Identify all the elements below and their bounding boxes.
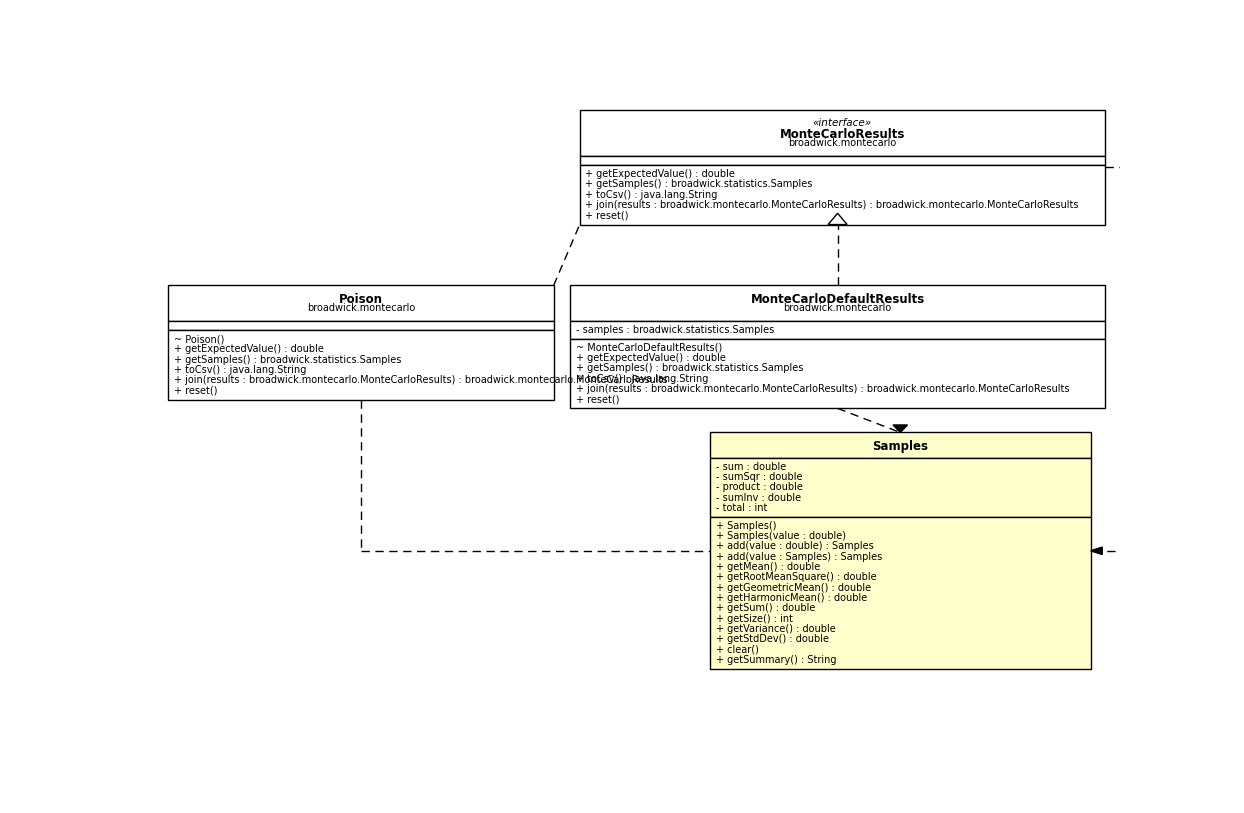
Text: broadwick.montecarlo: broadwick.montecarlo	[789, 138, 897, 148]
Text: + getSize() : int: + getSize() : int	[715, 614, 792, 624]
Polygon shape	[1091, 547, 1102, 554]
Text: + add(value : double) : Samples: + add(value : double) : Samples	[715, 541, 873, 551]
Text: + getRootMeanSquare() : double: + getRootMeanSquare() : double	[715, 572, 876, 582]
Text: + join(results : broadwick.montecarlo.MonteCarloResults) : broadwick.montecarlo.: + join(results : broadwick.montecarlo.Mo…	[576, 384, 1070, 394]
Text: Samples: Samples	[872, 440, 928, 453]
Text: + reset(): + reset()	[576, 394, 620, 404]
Text: + getVariance() : double: + getVariance() : double	[715, 624, 836, 634]
Text: ~ MonteCarloDefaultResults(): ~ MonteCarloDefaultResults()	[576, 342, 722, 353]
Text: + Samples(): + Samples()	[715, 521, 776, 531]
Text: broadwick.montecarlo: broadwick.montecarlo	[784, 303, 892, 313]
Text: + add(value : Samples) : Samples: + add(value : Samples) : Samples	[715, 552, 882, 562]
Text: - sumInv : double: - sumInv : double	[715, 493, 801, 502]
Text: + toCsv() : java.lang.String: + toCsv() : java.lang.String	[586, 189, 718, 200]
Text: + getStdDev() : double: + getStdDev() : double	[715, 634, 829, 645]
Bar	[580, 110, 1105, 156]
Text: + getSum() : double: + getSum() : double	[715, 603, 815, 613]
Bar	[570, 321, 1105, 339]
Text: broadwick.montecarlo: broadwick.montecarlo	[307, 303, 415, 313]
Bar	[570, 339, 1105, 408]
Text: + getExpectedValue() : double: + getExpectedValue() : double	[174, 345, 323, 354]
Bar	[710, 458, 1091, 517]
Bar	[168, 321, 554, 330]
Text: MonteCarloDefaultResults: MonteCarloDefaultResults	[750, 293, 924, 306]
Text: + getSummary() : String: + getSummary() : String	[715, 655, 836, 665]
Text: + getHarmonicMean() : double: + getHarmonicMean() : double	[715, 593, 867, 603]
Text: + getExpectedValue() : double: + getExpectedValue() : double	[576, 353, 725, 363]
Text: Poison: Poison	[338, 293, 383, 306]
Polygon shape	[829, 213, 847, 224]
Bar	[570, 285, 1105, 321]
Text: + getSamples() : broadwick.statistics.Samples: + getSamples() : broadwick.statistics.Sa…	[586, 180, 812, 189]
Text: + join(results : broadwick.montecarlo.MonteCarloResults) : broadwick.montecarlo.: + join(results : broadwick.montecarlo.Mo…	[586, 200, 1079, 210]
Text: - samples : broadwick.statistics.Samples: - samples : broadwick.statistics.Samples	[576, 325, 774, 335]
Text: + getSamples() : broadwick.statistics.Samples: + getSamples() : broadwick.statistics.Sa…	[576, 363, 804, 373]
Text: + getGeometricMean() : double: + getGeometricMean() : double	[715, 583, 871, 593]
Bar	[580, 165, 1105, 224]
Text: «interface»: «interface»	[812, 118, 872, 128]
Text: - sum : double: - sum : double	[715, 462, 786, 472]
Text: + getSamples() : broadwick.statistics.Samples: + getSamples() : broadwick.statistics.Sa…	[174, 354, 402, 365]
Text: + toCsv() : java.lang.String: + toCsv() : java.lang.String	[576, 374, 708, 384]
Text: - product : double: - product : double	[715, 482, 802, 492]
Bar	[168, 285, 554, 321]
Polygon shape	[893, 425, 908, 433]
Bar	[710, 433, 1091, 458]
Text: - sumSqr : double: - sumSqr : double	[715, 472, 802, 482]
Text: MonteCarloResults: MonteCarloResults	[780, 128, 906, 141]
Bar	[710, 517, 1091, 669]
Text: + reset(): + reset()	[586, 211, 629, 220]
Text: + toCsv() : java.lang.String: + toCsv() : java.lang.String	[174, 365, 306, 375]
Text: + join(results : broadwick.montecarlo.MonteCarloResults) : broadwick.montecarlo.: + join(results : broadwick.montecarlo.Mo…	[174, 376, 667, 385]
Text: - total : int: - total : int	[715, 503, 768, 513]
Bar	[168, 330, 554, 400]
Text: + clear(): + clear()	[715, 645, 759, 654]
Text: + reset(): + reset()	[174, 385, 218, 396]
Bar	[580, 156, 1105, 165]
Text: ~ Poison(): ~ Poison()	[174, 334, 224, 344]
Text: + getExpectedValue() : double: + getExpectedValue() : double	[586, 169, 735, 179]
Text: + Samples(value : double): + Samples(value : double)	[715, 531, 846, 541]
Text: + getMean() : double: + getMean() : double	[715, 562, 820, 572]
